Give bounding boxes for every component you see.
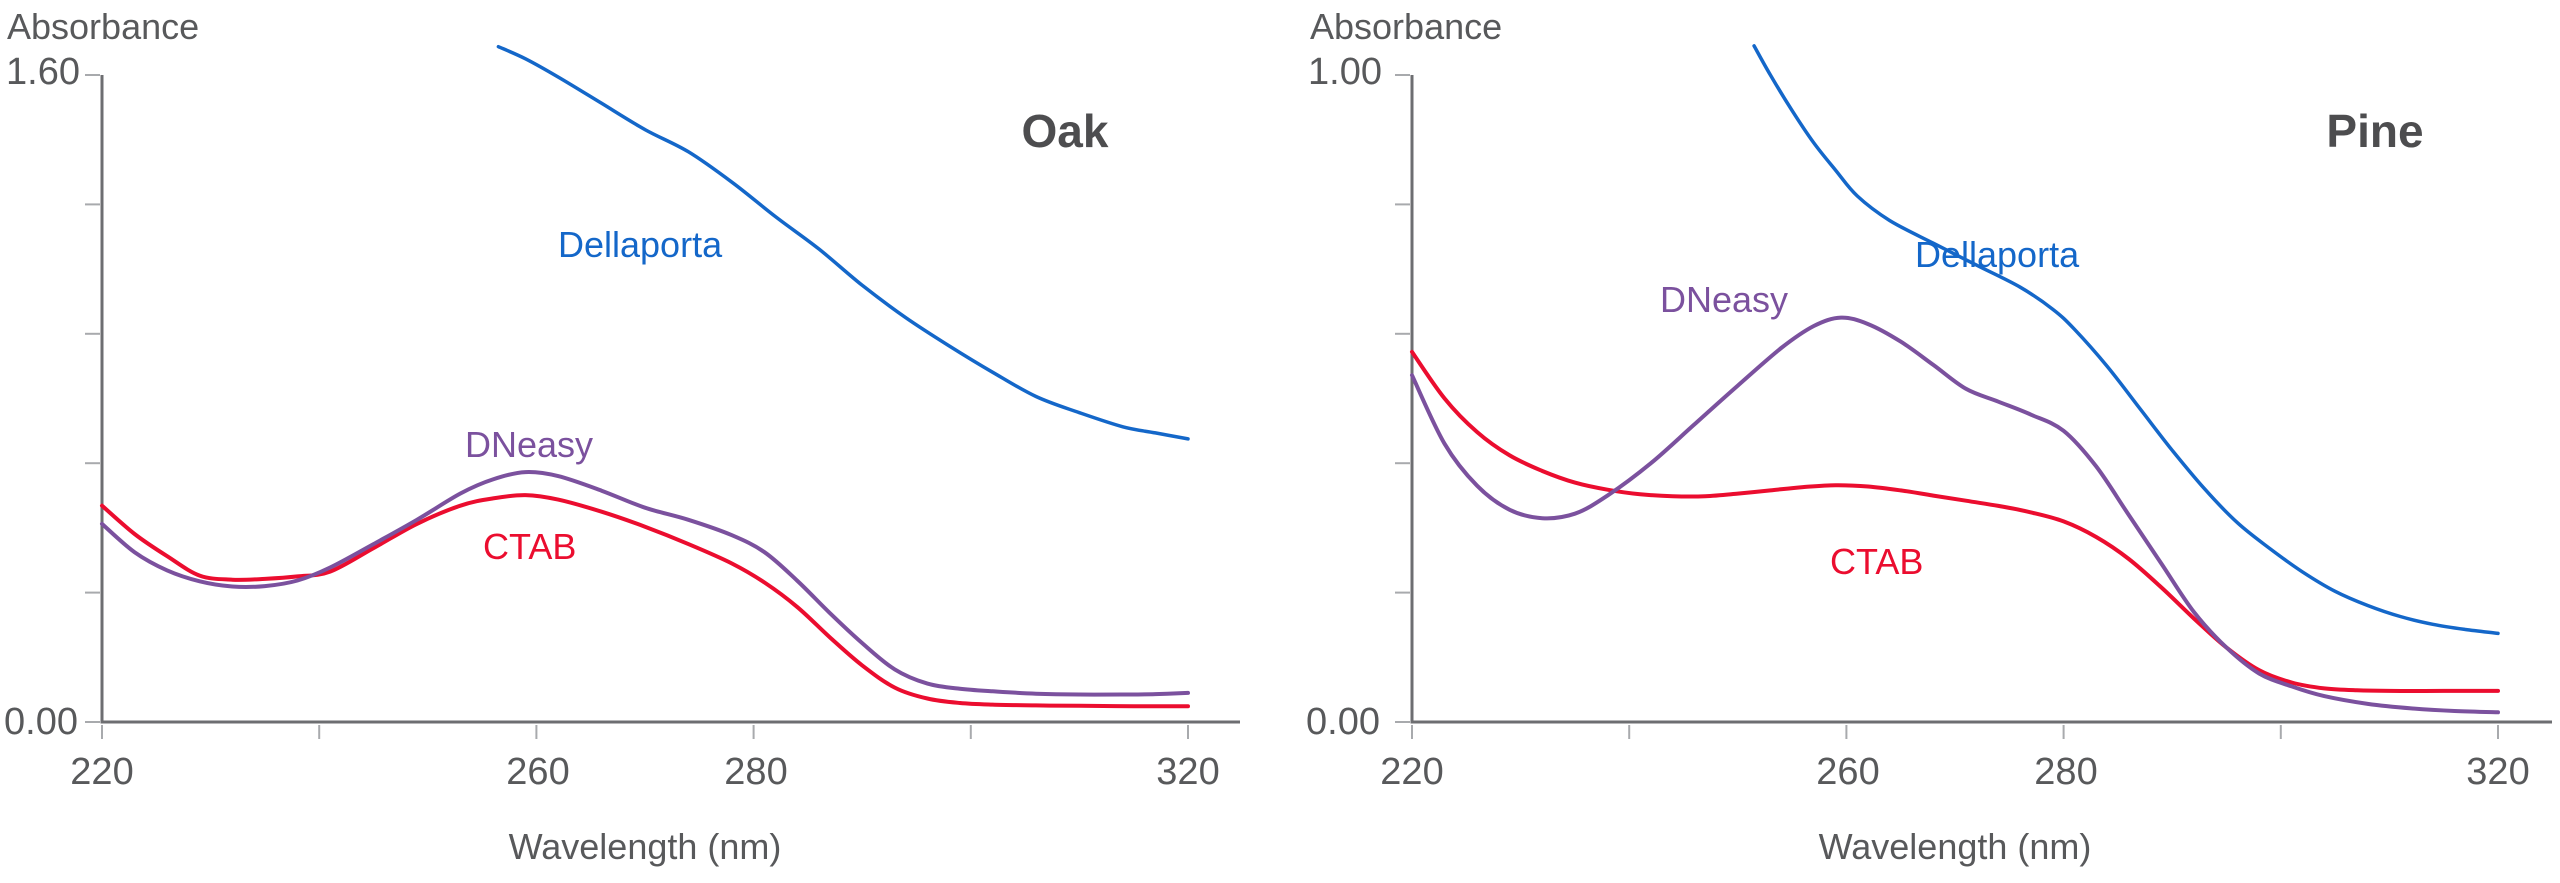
x-axis-title: Wavelength (nm)	[1818, 826, 2092, 867]
x-tick-label-320: 320	[2466, 751, 2530, 793]
y-min-tick-label: 0.00	[1306, 701, 1380, 743]
x-axis-title: Wavelength (nm)	[508, 826, 782, 867]
series-label-dellaporta: Dellaporta	[558, 224, 723, 265]
y-min-tick-label: 0.00	[4, 701, 78, 743]
y-max-tick-label: 1.00	[1308, 51, 1382, 93]
series-curve-dellaporta	[496, 44, 1190, 441]
x-tick-label-320: 320	[1156, 751, 1220, 793]
x-tick-label-220: 220	[70, 751, 134, 793]
series-curve-dellaporta	[1752, 44, 2500, 636]
oak-plot-canvas	[85, 44, 1240, 739]
x-tick-label-280: 280	[2034, 751, 2098, 793]
series-label-ctab: CTAB	[483, 526, 577, 567]
x-tick-label-260: 260	[506, 751, 570, 793]
chart-panel-pine: Absorbance 1.00 0.00 220 260 280 320 Wav…	[1280, 0, 2560, 883]
chart-panel-oak: Absorbance 1.60 0.00 220 260 280 320 Wav…	[4, 6, 1240, 867]
series-curve-ctab	[100, 493, 1190, 709]
series-curve-ctab	[1410, 349, 2500, 693]
series-curve-dneasy	[100, 470, 1190, 697]
panel-title-oak: Oak	[1021, 105, 1109, 157]
x-tick-label-280: 280	[724, 751, 788, 793]
series-label-ctab: CTAB	[1830, 541, 1924, 582]
series-label-dneasy: DNeasy	[465, 424, 594, 465]
x-tick-label-260: 260	[1816, 751, 1880, 793]
series-label-dneasy: DNeasy	[1660, 279, 1789, 320]
pine-plot-canvas	[1395, 44, 2552, 739]
x-tick-label-220: 220	[1380, 751, 1444, 793]
y-axis-title: Absorbance	[7, 6, 200, 47]
y-max-tick-label: 1.60	[6, 51, 80, 93]
y-axis-title: Absorbance	[1310, 6, 1503, 47]
series-label-dellaporta: Dellaporta	[1915, 234, 2080, 275]
series-curve-dneasy	[1410, 315, 2500, 715]
panel-title-pine: Pine	[2326, 105, 2424, 157]
